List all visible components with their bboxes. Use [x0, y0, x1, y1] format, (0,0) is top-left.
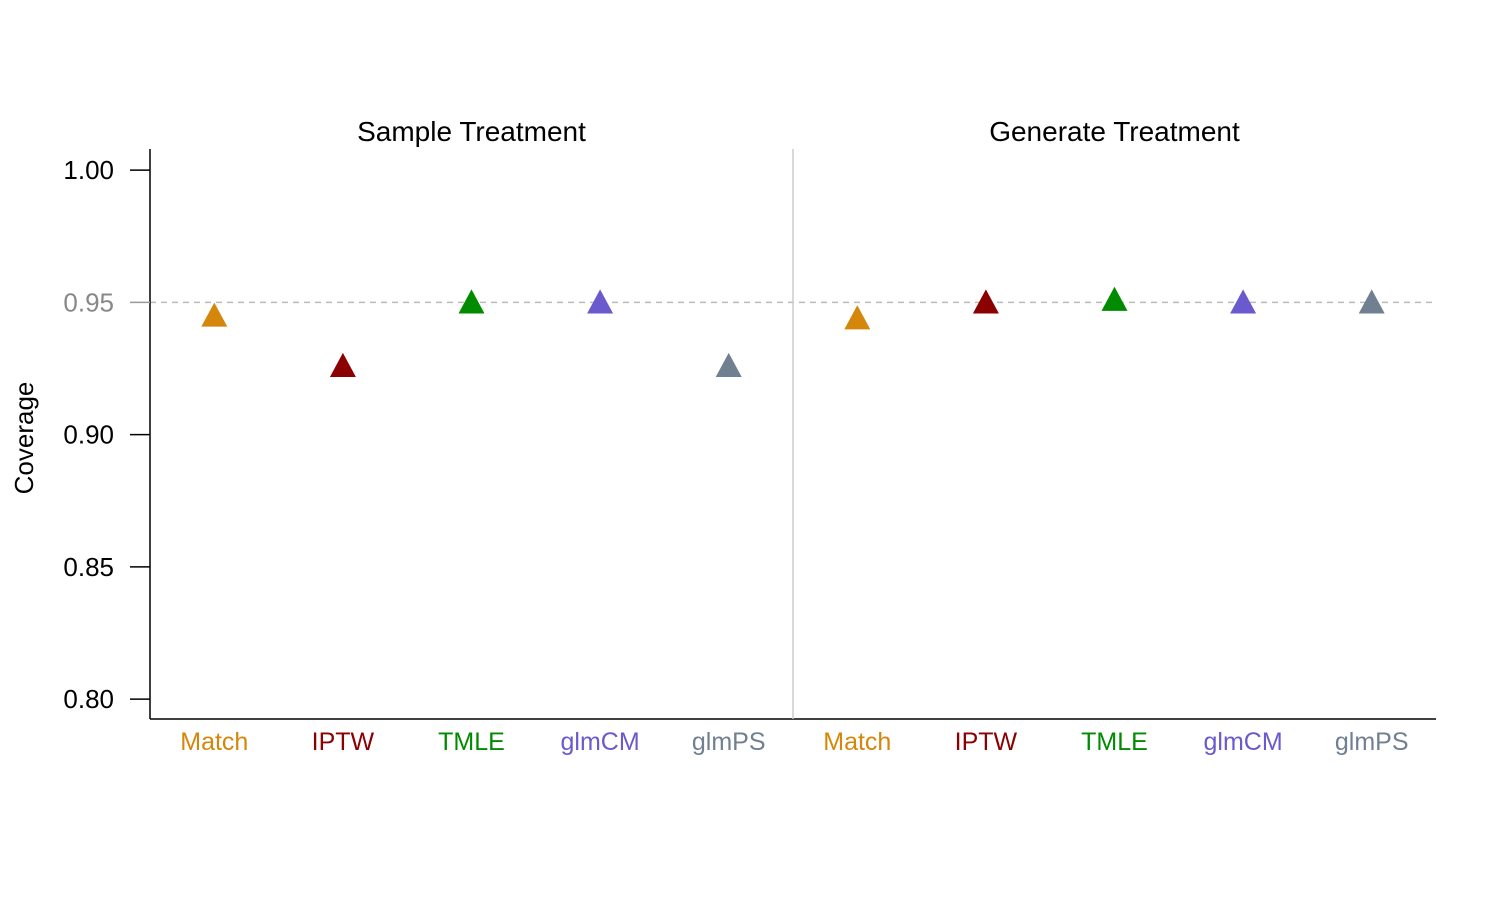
data-point-tmle [458, 289, 485, 314]
data-point-iptw [329, 352, 356, 377]
y-tick-label: 0.90 [63, 420, 114, 450]
x-tick-label: glmCM [561, 728, 640, 756]
data-point-glmps [715, 352, 742, 377]
panel-title: Sample Treatment [357, 116, 586, 147]
y-tick-label: 0.95 [63, 287, 114, 317]
x-tick-label: IPTW [312, 728, 375, 756]
x-tick-label: Match [180, 728, 248, 756]
y-tick-label: 1.00 [63, 155, 114, 185]
panel-title: Generate Treatment [989, 116, 1240, 147]
x-tick-label: glmPS [692, 728, 766, 756]
x-tick-label: glmPS [1335, 728, 1409, 756]
data-point-match [844, 305, 871, 330]
x-tick-label: TMLE [1081, 728, 1148, 756]
y-tick-label: 0.85 [63, 552, 114, 582]
x-tick-label: glmCM [1204, 728, 1283, 756]
y-tick-label: 0.80 [63, 684, 114, 714]
axes-layer: Coverage [9, 149, 1436, 720]
data-point-glmcm [587, 289, 614, 314]
data-point-tmle [1101, 286, 1128, 311]
x-tick-label: IPTW [955, 728, 1018, 756]
x-tick-label: Match [823, 728, 891, 756]
panel-sample-treatment: Sample Treatment Match IPTW TMLE glmCM glmPS [180, 116, 765, 756]
y-ticks: 1.00 0.95 0.90 0.85 0.80 [63, 155, 150, 714]
data-point-glmps [1358, 289, 1385, 314]
data-point-match [201, 302, 228, 327]
data-point-glmcm [1230, 289, 1257, 314]
data-point-iptw [972, 289, 999, 314]
y-axis-label: Coverage [9, 382, 39, 495]
x-tick-label: TMLE [438, 728, 505, 756]
panel-generate-treatment: Generate Treatment Match IPTW TMLE glmCM glmP… [823, 116, 1408, 756]
